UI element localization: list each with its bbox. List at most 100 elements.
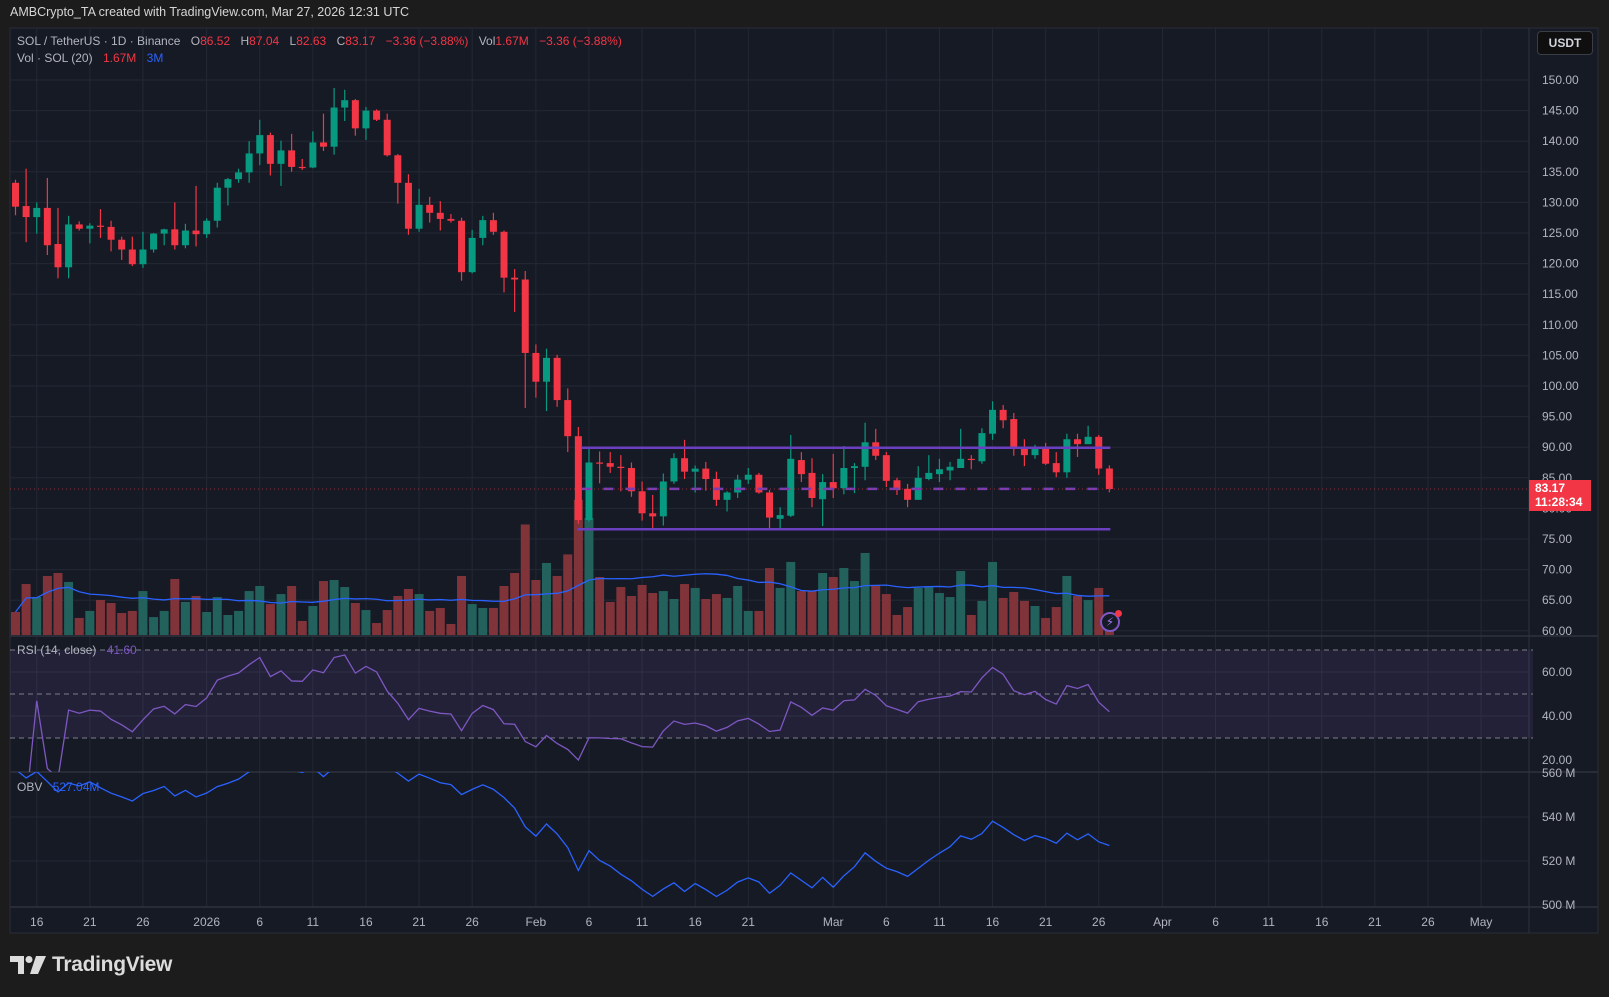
symbol-legend[interactable]: SOL / TetherUS · 1D · Binance O86.52 H87… bbox=[17, 34, 622, 48]
volume-bar bbox=[276, 594, 286, 635]
candle-body bbox=[999, 409, 1007, 421]
candle bbox=[978, 428, 986, 464]
volume-bar bbox=[287, 585, 297, 635]
time-axis-label: Feb bbox=[526, 915, 547, 929]
vol-change: −3.36 (−3.88%) bbox=[539, 34, 622, 48]
candle bbox=[404, 174, 412, 235]
rsi-indicator-name[interactable]: RSI (14, close) bbox=[17, 643, 97, 657]
candle-body bbox=[235, 172, 243, 180]
rsi-axis-label: 60.00 bbox=[1542, 665, 1572, 679]
candle bbox=[245, 141, 253, 183]
candle bbox=[319, 113, 327, 151]
volume-bar bbox=[658, 591, 668, 635]
open-label: O bbox=[190, 34, 201, 48]
candle-body bbox=[946, 466, 954, 471]
candle-body bbox=[1063, 439, 1071, 473]
high-value: 87.04 bbox=[249, 34, 280, 48]
candle bbox=[373, 109, 381, 122]
candle bbox=[1074, 433, 1081, 457]
candle-body bbox=[723, 492, 731, 500]
candle bbox=[224, 177, 232, 206]
attribution-text: AMBCrypto_TA created with TradingView.co… bbox=[10, 5, 410, 19]
price-axis-label: 115.00 bbox=[1542, 287, 1578, 301]
volume-bar bbox=[223, 614, 233, 635]
candle bbox=[797, 452, 805, 483]
obv-legend[interactable]: OBV 527.04M bbox=[17, 780, 99, 794]
time-axis-label: 6 bbox=[256, 915, 263, 929]
candle-body bbox=[1095, 436, 1103, 469]
volume-bar bbox=[425, 610, 435, 635]
symbol-name[interactable]: SOL / TetherUS · 1D · Binance bbox=[17, 34, 181, 48]
candle bbox=[819, 474, 827, 527]
rsi-value: 41.60 bbox=[106, 643, 137, 657]
volume-bar bbox=[595, 577, 605, 635]
lightning-icon[interactable]: ⚡ bbox=[1100, 610, 1122, 632]
time-axis-label: 21 bbox=[412, 915, 426, 929]
currency-button[interactable]: USDT bbox=[1537, 31, 1593, 55]
volume-bar bbox=[722, 597, 732, 635]
price-axis-label: 95.00 bbox=[1542, 410, 1572, 424]
candle bbox=[967, 455, 975, 470]
volume-bar bbox=[828, 577, 838, 635]
volume-legend[interactable]: Vol · SOL (20) 1.67M 3M bbox=[17, 51, 163, 65]
volume-bar bbox=[584, 518, 594, 635]
volume-indicator-name[interactable]: Vol · SOL (20) bbox=[17, 51, 93, 65]
volume-bar bbox=[64, 581, 74, 635]
candle-body bbox=[904, 488, 912, 500]
candle-body bbox=[755, 474, 763, 493]
volume-bar bbox=[1041, 617, 1051, 635]
candle-body bbox=[850, 466, 858, 469]
candle bbox=[606, 452, 614, 473]
candle-body bbox=[394, 155, 402, 183]
obv-indicator-name[interactable]: OBV bbox=[17, 780, 43, 794]
candle-body bbox=[192, 230, 200, 235]
low-label: L bbox=[289, 34, 297, 48]
rsi-line bbox=[28, 654, 1110, 772]
volume-bar bbox=[457, 575, 467, 635]
candle-body bbox=[468, 237, 476, 273]
candle-body bbox=[489, 220, 497, 232]
obv-line bbox=[17, 772, 1110, 898]
candle bbox=[893, 477, 901, 495]
candle-body bbox=[266, 135, 274, 164]
candle bbox=[86, 223, 94, 244]
candle bbox=[65, 215, 73, 279]
candle bbox=[617, 455, 625, 492]
tradingview-logo[interactable]: TradingView bbox=[10, 953, 172, 977]
candle-body bbox=[1052, 463, 1060, 473]
rsi-legend[interactable]: RSI (14, close) 41.60 bbox=[17, 643, 137, 657]
candle bbox=[468, 229, 476, 274]
price-axis-label: 70.00 bbox=[1542, 563, 1572, 577]
candle-body bbox=[128, 249, 136, 265]
candle bbox=[150, 233, 158, 253]
last-price-value: 83.17 bbox=[1535, 481, 1566, 495]
candle-body bbox=[702, 468, 710, 480]
volume-bar bbox=[403, 588, 413, 635]
tradingview-logo-icon bbox=[10, 956, 46, 974]
candle bbox=[309, 131, 317, 169]
candle-body bbox=[893, 480, 901, 491]
volume-bar bbox=[860, 552, 870, 635]
candle bbox=[776, 507, 784, 531]
candle-body bbox=[319, 142, 327, 147]
price-axis-label: 120.00 bbox=[1542, 257, 1579, 271]
candle-body bbox=[989, 409, 997, 434]
candle-body bbox=[107, 226, 115, 240]
candle bbox=[500, 230, 508, 293]
candle-body bbox=[1105, 468, 1113, 489]
candle bbox=[277, 140, 285, 186]
candle-body bbox=[925, 472, 933, 480]
volume-bar bbox=[414, 594, 424, 635]
time-axis-label: 16 bbox=[359, 915, 373, 929]
candle bbox=[989, 401, 997, 440]
candle-body bbox=[1020, 447, 1028, 456]
price-axis-label: 65.00 bbox=[1542, 593, 1572, 607]
volume-bar bbox=[796, 591, 806, 635]
volume-bar bbox=[616, 587, 626, 635]
brand-name: TradingView bbox=[52, 953, 173, 976]
volume-bar bbox=[1019, 600, 1029, 635]
candle bbox=[479, 215, 487, 246]
candle-body bbox=[96, 225, 104, 227]
volume-bar bbox=[903, 607, 913, 635]
